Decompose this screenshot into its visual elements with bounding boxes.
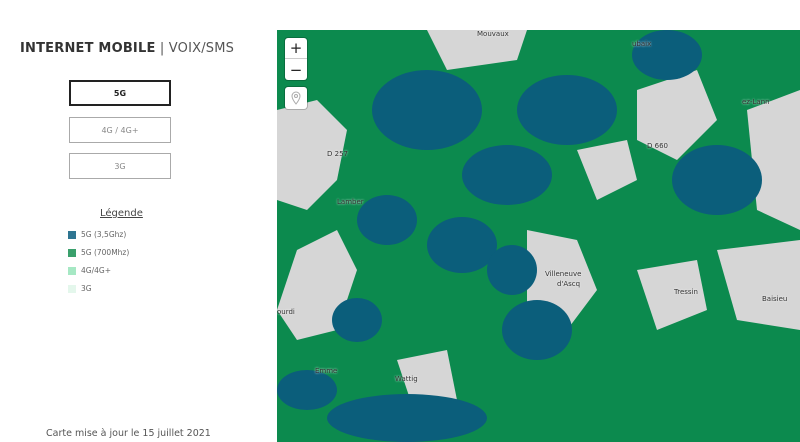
map-label: ez-Lann — [742, 98, 770, 106]
5g-button[interactable]: 5G — [69, 80, 171, 106]
legend-swatch — [68, 248, 76, 257]
zoom-out-button[interactable]: − — [289, 60, 303, 79]
zoom-in-button[interactable]: + — [285, 38, 307, 59]
title-separator: | — [155, 41, 169, 56]
map-label: Lamber — [337, 198, 364, 206]
legend-item: 3G — [68, 284, 92, 293]
map-label: Villeneuve — [545, 270, 582, 278]
legend-label: 5G (3,5Ghz) — [81, 230, 127, 239]
legend-label: 3G — [81, 284, 92, 293]
coverage-layer — [277, 30, 800, 442]
legend-swatch — [68, 230, 76, 239]
map-label: Baisieu — [762, 295, 788, 303]
map-label: D 257 — [327, 150, 348, 158]
coverage-map[interactable]: Mouvaux ubaix Lamber D 257 D 660 Villene… — [277, 30, 800, 442]
title-voix-sms[interactable]: VOIX/SMS — [168, 41, 235, 56]
map-label: ubaix — [632, 40, 652, 48]
map-label: Emme — [315, 367, 338, 375]
title-internet-mobile[interactable]: INTERNET MOBILE — [20, 41, 156, 56]
legend-item: 5G (700Mhz) — [68, 248, 129, 257]
legend-swatch — [68, 266, 76, 275]
map-label: Tressin — [674, 288, 698, 296]
4g-button[interactable]: 4G / 4G+ — [69, 117, 171, 143]
legend-label: 5G (700Mhz) — [81, 248, 130, 257]
locate-button[interactable] — [285, 87, 307, 109]
zoom-control: + − — [285, 38, 307, 80]
location-pin-icon — [291, 91, 301, 105]
legend-item: 4G/4G+ — [68, 266, 111, 275]
3g-button[interactable]: 3G — [69, 153, 171, 179]
map-label: ourdi — [277, 308, 295, 316]
legend-label: 4G/4G+ — [81, 266, 111, 275]
map-label: D 660 — [647, 142, 668, 150]
legend-title: Légende — [100, 208, 143, 219]
side-panel: INTERNET MOBILE | VOIX/SMS 5G 4G / 4G+ 3… — [0, 0, 277, 442]
legend-item: 5G (3,5Ghz) — [68, 230, 126, 239]
update-date: Carte mise à jour le 15 juillet 2021 — [46, 428, 211, 439]
legend-swatch — [68, 284, 76, 293]
map-label: Mouvaux — [477, 30, 509, 38]
map-label: d'Ascq — [557, 280, 581, 288]
5g-3-5ghz-areas — [277, 30, 762, 442]
map-label: Wattig — [395, 375, 418, 383]
page-title: INTERNET MOBILE | VOIX/SMS — [20, 41, 234, 56]
